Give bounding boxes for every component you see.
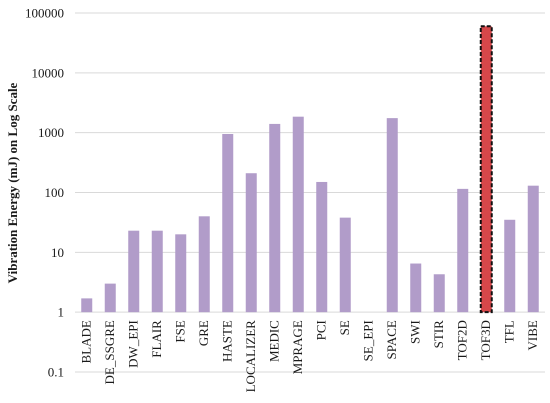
x-category-label: GRE bbox=[196, 320, 211, 346]
bar-vibe bbox=[527, 185, 539, 313]
bar-gre bbox=[198, 216, 210, 313]
x-category-label: PCI bbox=[314, 320, 329, 340]
x-category-label: SWI bbox=[408, 320, 423, 344]
x-category-label: VIBE bbox=[525, 320, 540, 350]
bar-space bbox=[386, 118, 398, 313]
bar-fse bbox=[175, 234, 187, 313]
x-category-label: FLAIR bbox=[149, 320, 164, 358]
y-tick-label: 10 bbox=[51, 245, 64, 260]
x-category-label: SE bbox=[337, 320, 352, 335]
bar-flair bbox=[151, 230, 163, 313]
x-category-label: FSE bbox=[173, 320, 188, 342]
bar-mprage bbox=[292, 116, 304, 313]
y-tick-label: 10000 bbox=[32, 65, 65, 80]
bar-blade bbox=[81, 298, 93, 313]
y-axis-title: Vibration Energy (mJ) on Log Scale bbox=[5, 82, 20, 283]
bar-tof3d bbox=[479, 25, 493, 314]
bar-medic bbox=[269, 123, 281, 313]
bar-de-ssgre bbox=[104, 283, 116, 313]
bar-dw-epi bbox=[128, 230, 140, 313]
x-category-label: TOF2D bbox=[455, 320, 470, 360]
x-category-label: BLADE bbox=[79, 320, 94, 363]
bar-se bbox=[339, 217, 351, 313]
x-category-label: DW_EPI bbox=[126, 320, 141, 368]
x-category-label: MPRAGE bbox=[290, 320, 305, 374]
y-tick-label: 1000 bbox=[38, 125, 64, 140]
x-category-label: MEDIC bbox=[267, 320, 282, 362]
bar-haste bbox=[222, 134, 234, 313]
bar-pci bbox=[316, 181, 328, 313]
y-axis-ticks: 0.1 1 10 100 1000 10000 100000 bbox=[25, 6, 64, 380]
bar-swi bbox=[410, 263, 422, 313]
y-tick-label: 0.1 bbox=[48, 365, 64, 380]
x-category-label: TOF3D bbox=[478, 320, 493, 360]
x-category-label: SE_EPI bbox=[361, 320, 376, 361]
bars bbox=[81, 25, 539, 314]
bar-localizer bbox=[245, 173, 257, 313]
x-category-label: DE_SSGRE bbox=[102, 320, 117, 384]
x-category-label: SPACE bbox=[384, 320, 399, 359]
y-tick-label: 1 bbox=[58, 305, 65, 320]
bar-tfl bbox=[504, 219, 516, 313]
x-category-label: STIR bbox=[431, 320, 446, 349]
bar-tof2d bbox=[457, 188, 469, 313]
y-tick-label: 100 bbox=[45, 185, 65, 200]
x-category-label: TFL bbox=[502, 320, 517, 343]
x-axis-labels: BLADE DE_SSGRE DW_EPI FLAIR FSE GRE HASTE LOCAL… bbox=[79, 320, 541, 393]
bar-stir bbox=[433, 274, 445, 313]
gridlines bbox=[75, 12, 545, 373]
y-tick-label: 100000 bbox=[25, 6, 64, 21]
x-category-label: HASTE bbox=[220, 320, 235, 362]
x-category-label: LOCALIZER bbox=[243, 320, 258, 393]
